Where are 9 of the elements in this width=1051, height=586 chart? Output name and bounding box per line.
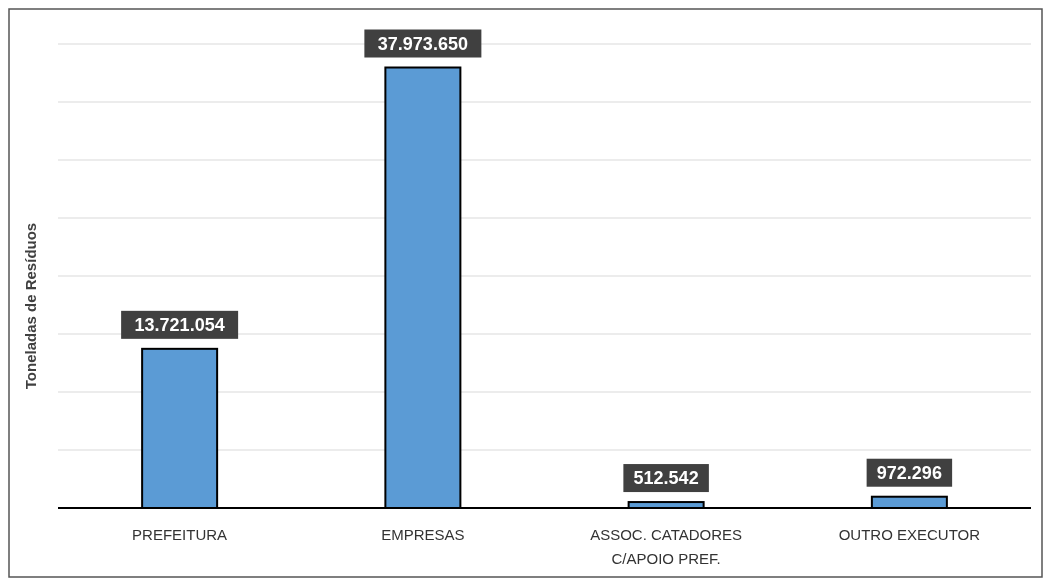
x-tick-label: OUTRO EXECUTOR	[838, 526, 981, 543]
data-label: 13.721.054	[134, 314, 225, 335]
y-axis-title: Toneladas de Resíduos	[22, 222, 39, 390]
x-tick-label: EMPRESAS	[381, 526, 465, 543]
data-label: 37.973.650	[377, 33, 468, 54]
data-label: 512.542	[633, 468, 699, 489]
data-label: 972.296	[876, 462, 942, 483]
x-tick-label: PREFEITURA	[132, 526, 228, 543]
x-tick-label: ASSOC. CATADORES C/APOIO PREF.	[590, 526, 743, 567]
